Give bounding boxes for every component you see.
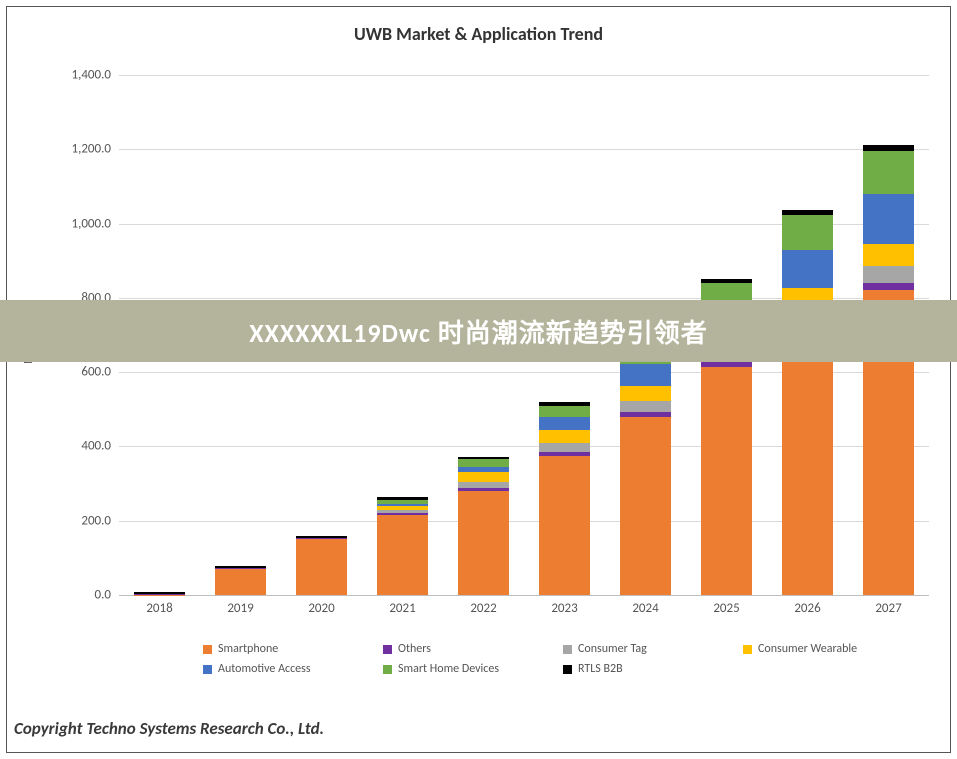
legend: Smartphone Others Consumer Tag Consumer Wea… <box>203 639 933 679</box>
bar-segment <box>620 364 670 386</box>
legend-label: Others <box>398 642 431 656</box>
bar-segment <box>863 283 913 290</box>
legend-label: Consumer Tag <box>578 642 647 656</box>
chart-frame: UWB Market & Application Trend Mil Units… <box>6 6 951 753</box>
bar-segment <box>539 430 589 443</box>
grid-line <box>119 75 929 76</box>
legend-swatch <box>203 645 212 654</box>
bar <box>377 497 427 595</box>
bar-segment <box>458 472 508 481</box>
x-tick-label: 2018 <box>146 595 172 616</box>
bar-segment <box>620 386 670 401</box>
legend-item: Smart Home Devices <box>383 659 563 679</box>
bar-segment <box>863 145 913 152</box>
bar <box>620 345 670 595</box>
bar-segment <box>782 250 832 287</box>
x-tick-label: 2025 <box>713 595 739 616</box>
legend-item: Smartphone <box>203 639 383 659</box>
legend-item: Consumer Wearable <box>743 639 923 659</box>
bar-segment <box>539 406 589 417</box>
bar-segment <box>863 194 913 244</box>
legend-swatch <box>203 665 212 674</box>
y-tick-label: 1,000.0 <box>72 216 119 231</box>
x-tick-label: 2022 <box>470 595 496 616</box>
overlay-banner-text: XXXXXXL19Dwc 时尚潮流新趋势引领者 <box>249 313 708 350</box>
legend-swatch <box>383 645 392 654</box>
x-tick-label: 2026 <box>794 595 820 616</box>
legend-item: Consumer Tag <box>563 639 743 659</box>
bar <box>458 457 508 596</box>
bar-segment <box>701 367 751 595</box>
y-tick-label: 0.0 <box>95 588 119 603</box>
grid-line <box>119 149 929 150</box>
bar-segment <box>863 151 913 194</box>
bar-segment <box>539 443 589 452</box>
x-tick-label: 2027 <box>875 595 901 616</box>
bar-segment <box>863 266 913 283</box>
bar-segment <box>539 417 589 430</box>
legend-item: Automotive Access <box>203 659 383 679</box>
legend-item: RTLS B2B <box>563 659 743 679</box>
overlay-banner: XXXXXXL19Dwc 时尚潮流新趋势引领者 <box>0 300 957 362</box>
bar-segment <box>782 215 832 250</box>
legend-swatch <box>563 665 572 674</box>
y-tick-label: 400.0 <box>81 439 119 454</box>
y-tick-label: 200.0 <box>81 513 119 528</box>
legend-label: RTLS B2B <box>578 662 623 676</box>
bar-segment <box>458 459 508 466</box>
bar <box>782 210 832 595</box>
bar-segment <box>458 482 508 489</box>
y-tick-label: 600.0 <box>81 365 119 380</box>
bar <box>539 402 589 595</box>
bar-segment <box>620 401 670 412</box>
bar-segment <box>539 456 589 595</box>
bar <box>215 566 265 595</box>
x-tick-label: 2020 <box>308 595 334 616</box>
bar-segment <box>215 569 265 595</box>
legend-swatch <box>743 645 752 654</box>
legend-label: Smart Home Devices <box>398 662 499 676</box>
legend-label: Smartphone <box>218 642 278 656</box>
legend-label: Consumer Wearable <box>758 642 857 656</box>
bar <box>134 592 184 595</box>
x-tick-label: 2021 <box>389 595 415 616</box>
y-tick-label: 1,200.0 <box>72 142 119 157</box>
bar-segment <box>782 329 832 595</box>
bar-segment <box>377 515 427 595</box>
bar-segment <box>863 244 913 266</box>
bar <box>296 536 346 595</box>
x-tick-label: 2023 <box>551 595 577 616</box>
bar <box>863 145 913 595</box>
bar-segment <box>620 417 670 595</box>
x-tick-label: 2024 <box>632 595 658 616</box>
legend-item: Others <box>383 639 563 659</box>
y-tick-label: 1,400.0 <box>72 68 119 83</box>
chart-title: UWB Market & Application Trend <box>7 23 950 45</box>
bar-segment <box>296 539 346 595</box>
legend-label: Automotive Access <box>218 662 311 676</box>
legend-swatch <box>383 665 392 674</box>
bar-segment <box>458 491 508 595</box>
legend-swatch <box>563 645 572 654</box>
copyright-text: Copyright Techno Systems Research Co., L… <box>14 718 324 739</box>
x-tick-label: 2019 <box>227 595 253 616</box>
